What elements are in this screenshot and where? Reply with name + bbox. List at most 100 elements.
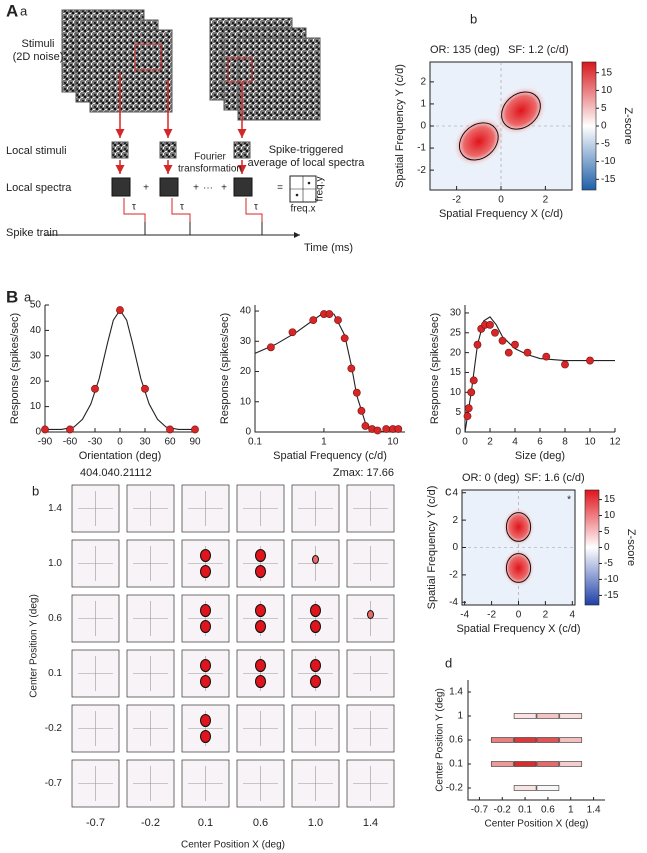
y-tick-label: -0.7 [45, 778, 63, 789]
position-bar [559, 713, 583, 719]
y-tick-label: 0.6 [449, 735, 463, 746]
panel-label: b [470, 11, 477, 26]
contour [200, 604, 211, 617]
data-point [166, 425, 174, 434]
panel-label: A [6, 1, 18, 20]
y-tick-label: -0.2 [45, 723, 63, 734]
colorbar-tick-label: 10 [601, 85, 613, 96]
y-tick-label: 50 [30, 300, 42, 311]
tau: τ [254, 202, 258, 213]
fit-line [464, 316, 615, 433]
contour [501, 91, 541, 130]
crosshair [298, 491, 333, 526]
contour [458, 122, 499, 161]
title: SF: 1.6 (c/d) [524, 472, 585, 484]
contour [200, 675, 211, 688]
contour [200, 730, 211, 743]
y-tick-label: -2 [449, 570, 458, 581]
x-tick-label: 4 [512, 437, 518, 448]
position-bar [490, 737, 514, 743]
data-point [542, 352, 551, 361]
y-tick-label: -2 [417, 165, 426, 176]
data-point [141, 384, 149, 393]
x-tick-label: -0.7 [86, 817, 105, 829]
contour [310, 620, 321, 633]
x-tick-label: 1.0 [308, 817, 323, 829]
data-point [473, 340, 482, 349]
axis-line [467, 680, 605, 801]
data-point [334, 316, 342, 325]
x-axis-label: Size (deg) [515, 450, 565, 462]
data-point [504, 348, 513, 357]
y-tick-label: 25 [450, 327, 462, 338]
position-bar [490, 761, 514, 767]
crosshair [353, 766, 388, 801]
colorbar-tick-label: -10 [604, 574, 619, 585]
contour [200, 620, 211, 633]
title: OR: 135 (deg) [430, 44, 500, 56]
colorbar-tick-label: -10 [601, 156, 616, 167]
y-tick-label: 20 [450, 347, 462, 358]
y-tick-label: 0.1 [48, 668, 62, 679]
data-point [491, 328, 499, 337]
zmax-label: Zmax: 17.66 [333, 467, 394, 479]
tau: τ [180, 202, 184, 213]
position-bar [513, 761, 537, 767]
operator: + [193, 183, 199, 194]
x-tick-label: -2 [452, 195, 461, 206]
colorbar-tick-label: -15 [601, 174, 616, 185]
x-tick-label: 12 [609, 437, 621, 448]
y-tick-label: 40 [30, 325, 42, 336]
contour [200, 565, 211, 578]
data-point [373, 426, 382, 435]
x-tick-label: 0.1 [248, 437, 262, 448]
x-tick-label: 0 [117, 437, 123, 448]
fit-line [254, 311, 403, 433]
data-point [498, 336, 507, 345]
contour [255, 675, 266, 688]
y-axis-label: Center Position Y (deg) [435, 688, 446, 792]
contour [505, 512, 532, 542]
operator: + [221, 183, 227, 194]
x-tick-label: 0.6 [253, 817, 268, 829]
y-tick-label: 0 [455, 427, 461, 438]
position-bar [559, 737, 583, 743]
crosshair [353, 546, 388, 581]
panel-label: b [32, 483, 39, 498]
y-axis-label: Response (spikes/sec) [219, 313, 231, 424]
contour [255, 549, 266, 562]
x-axis-label: Spatial Frequency (c/d) [273, 450, 387, 462]
position-bar [559, 761, 583, 767]
annotation: Spike-triggered [269, 144, 344, 156]
position-bar [513, 713, 537, 719]
data-point [523, 348, 532, 357]
data-point [361, 422, 370, 430]
data-point [561, 360, 569, 369]
colorbar [581, 61, 597, 191]
operator: ··· [203, 183, 213, 194]
contour [255, 620, 266, 633]
crosshair [78, 546, 113, 581]
y-tick-label: 4 [452, 487, 458, 498]
x-tick-label: 1 [568, 805, 574, 816]
x-tick-label: -2 [487, 610, 496, 621]
crosshair [243, 491, 278, 526]
y-tick-label: 1 [420, 99, 426, 110]
x-tick-label: 10 [584, 437, 596, 448]
data-point [325, 310, 334, 318]
colorbar-tick-label: -5 [601, 138, 610, 149]
contour [505, 553, 532, 583]
data-point [382, 425, 391, 433]
position-bar [536, 737, 560, 743]
data-point [191, 425, 199, 434]
row-label: Spike train [6, 227, 58, 239]
data-point [309, 316, 318, 325]
y-tick-label: 40 [240, 306, 252, 317]
y-tick-label: 0 [452, 542, 458, 553]
y-tick-label: 10 [240, 396, 252, 407]
data-point [91, 384, 99, 393]
x-axis-label: Center Position X (deg) [485, 819, 589, 830]
crosshair [243, 766, 278, 801]
colorbar-label: Z-score [622, 107, 634, 144]
axis-label: freq.x [290, 204, 315, 215]
